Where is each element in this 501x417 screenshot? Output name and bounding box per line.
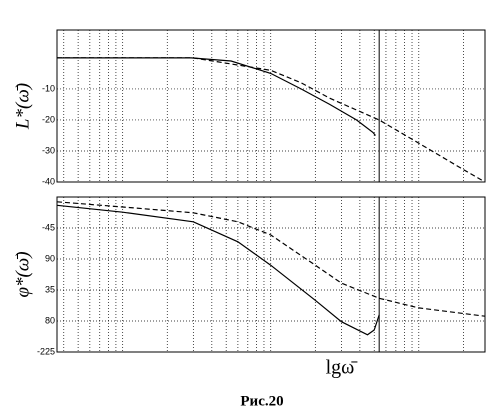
y-tick-label: -45 xyxy=(42,222,55,232)
y-axis-label: L*(ω̄) xyxy=(12,83,33,130)
plot-frame xyxy=(56,196,486,353)
y-tick-label: 90 xyxy=(45,253,55,263)
y-tick-label: -30 xyxy=(42,145,55,155)
y-tick-label: -225 xyxy=(37,346,55,356)
caption: Рис.20 xyxy=(240,393,283,409)
series-line xyxy=(57,57,486,183)
y-tick-label: -40 xyxy=(42,176,55,186)
series-line xyxy=(57,57,376,136)
series-line xyxy=(56,201,486,317)
plot-frame xyxy=(56,29,486,183)
y-tick-label: -20 xyxy=(42,114,55,124)
series-line xyxy=(56,204,380,336)
y-tick-label: 35 xyxy=(45,284,55,294)
y-axis-label: φ*(ω̄) xyxy=(12,251,33,297)
x-axis-label: lgω̄ xyxy=(326,357,359,379)
y-tick-label: 80 xyxy=(45,315,55,325)
y-tick-label: -10 xyxy=(42,83,55,93)
